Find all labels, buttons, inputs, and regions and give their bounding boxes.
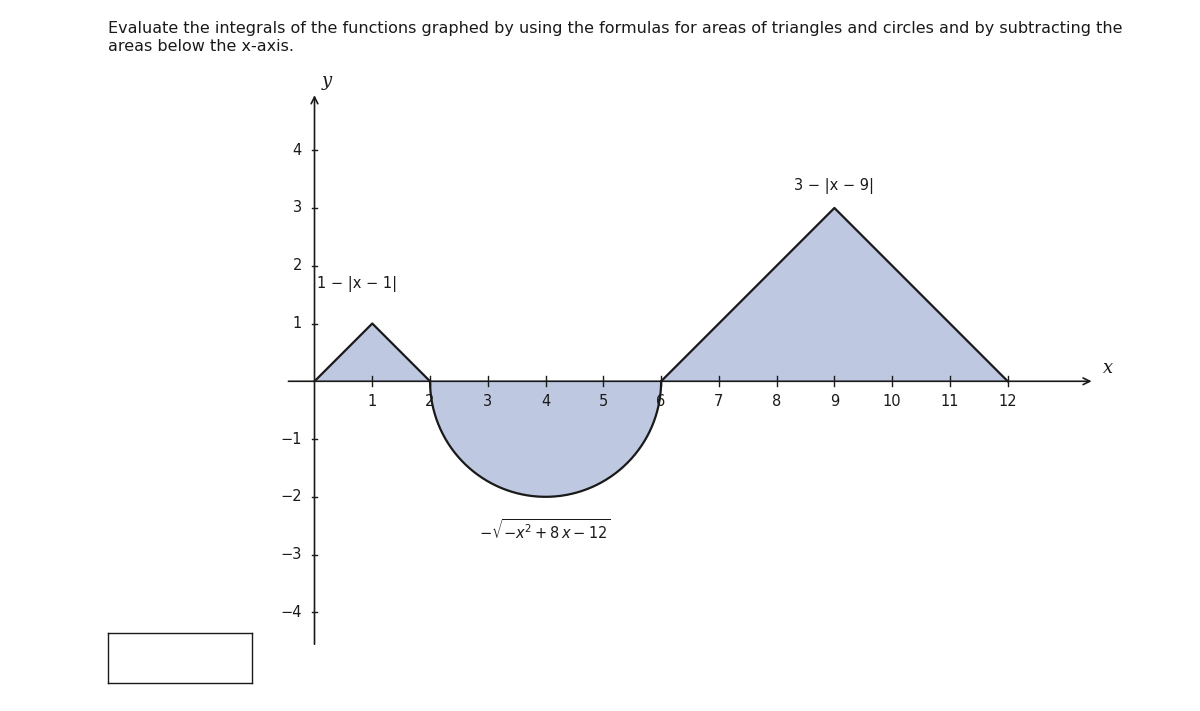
- Text: 4: 4: [293, 143, 301, 158]
- Polygon shape: [661, 208, 1008, 381]
- Polygon shape: [430, 381, 661, 497]
- Text: 8: 8: [772, 394, 781, 409]
- Text: 2: 2: [425, 394, 434, 409]
- Text: 6: 6: [656, 394, 666, 409]
- Text: 3: 3: [293, 201, 301, 215]
- Text: $-\sqrt{-x^2+8\,x-12}$: $-\sqrt{-x^2+8\,x-12}$: [479, 519, 611, 542]
- Text: 1 − |x − 1|: 1 − |x − 1|: [317, 276, 397, 292]
- Text: −2: −2: [280, 489, 301, 504]
- Text: 11: 11: [941, 394, 959, 409]
- Text: 12: 12: [998, 394, 1018, 409]
- Text: −1: −1: [281, 432, 301, 447]
- Text: 4: 4: [541, 394, 551, 409]
- Text: −4: −4: [281, 605, 301, 620]
- Text: Evaluate the integrals of the functions graphed by using the formulas for areas : Evaluate the integrals of the functions …: [108, 21, 1122, 54]
- Text: 2: 2: [293, 258, 301, 273]
- Text: 1: 1: [367, 394, 377, 409]
- Text: x: x: [1103, 358, 1114, 377]
- Text: 5: 5: [599, 394, 608, 409]
- Text: 3 − |x − 9|: 3 − |x − 9|: [794, 178, 874, 193]
- Polygon shape: [314, 324, 430, 381]
- Text: 7: 7: [714, 394, 724, 409]
- Text: 10: 10: [883, 394, 901, 409]
- Text: 3: 3: [484, 394, 492, 409]
- Text: −3: −3: [281, 547, 301, 562]
- Text: 9: 9: [829, 394, 839, 409]
- Text: 1: 1: [293, 316, 301, 331]
- Text: y: y: [322, 72, 331, 90]
